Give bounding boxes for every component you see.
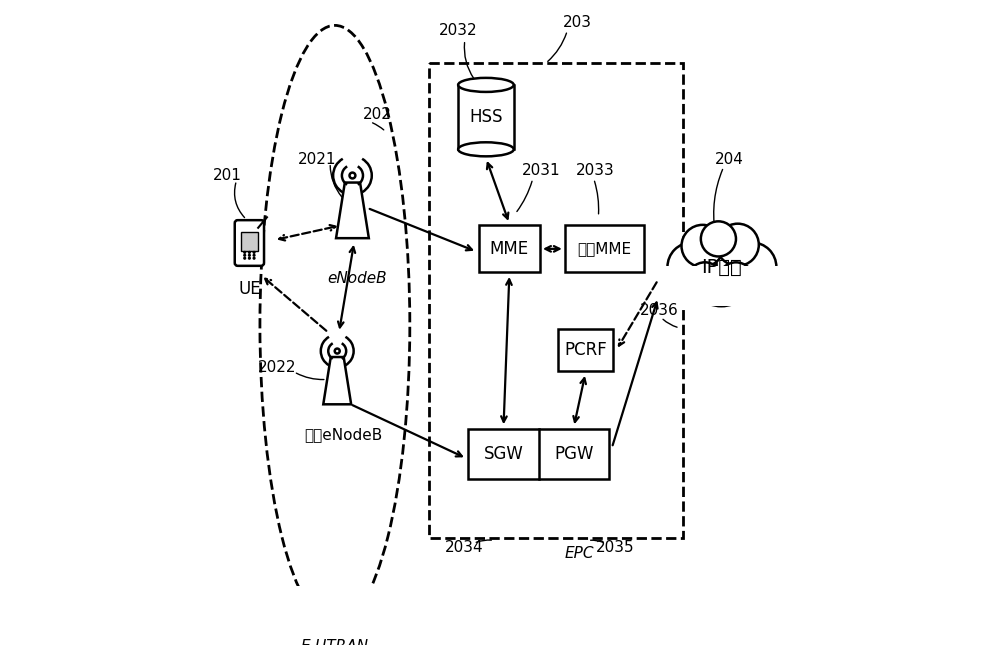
Circle shape <box>244 257 246 259</box>
Circle shape <box>350 173 355 179</box>
Circle shape <box>253 252 255 253</box>
Circle shape <box>718 263 754 297</box>
Text: PGW: PGW <box>554 445 594 463</box>
Ellipse shape <box>458 78 514 92</box>
Bar <box>660 266 783 306</box>
Text: E-UTRAN: E-UTRAN <box>301 639 369 645</box>
Circle shape <box>701 221 736 257</box>
Text: 其它eNodeB: 其它eNodeB <box>304 428 382 442</box>
Text: 204: 204 <box>715 152 744 167</box>
Text: 2036: 2036 <box>640 303 679 318</box>
Bar <box>458 85 514 149</box>
FancyBboxPatch shape <box>235 220 264 266</box>
Text: 203: 203 <box>563 15 592 30</box>
Circle shape <box>244 254 246 256</box>
FancyBboxPatch shape <box>558 329 613 372</box>
Text: PCRF: PCRF <box>564 341 607 359</box>
Text: eNodeB: eNodeB <box>327 271 387 286</box>
Circle shape <box>727 243 776 292</box>
Circle shape <box>689 242 754 306</box>
Circle shape <box>335 348 340 353</box>
Ellipse shape <box>458 143 514 156</box>
Text: 其它MME: 其它MME <box>577 241 631 256</box>
Text: MME: MME <box>490 240 529 258</box>
Circle shape <box>667 243 717 292</box>
Circle shape <box>687 263 723 297</box>
Bar <box>241 232 258 251</box>
Text: 2022: 2022 <box>258 360 297 375</box>
Text: 2033: 2033 <box>575 163 614 179</box>
Polygon shape <box>323 357 351 404</box>
Circle shape <box>717 224 759 266</box>
Text: 2032: 2032 <box>439 23 477 38</box>
Circle shape <box>244 252 246 253</box>
Text: EPC: EPC <box>564 546 594 561</box>
Circle shape <box>249 257 250 259</box>
Circle shape <box>249 254 250 256</box>
Circle shape <box>682 225 724 267</box>
Text: 2021: 2021 <box>298 152 337 167</box>
Text: HSS: HSS <box>469 108 503 126</box>
Circle shape <box>249 252 250 253</box>
Polygon shape <box>336 183 369 238</box>
Text: 2031: 2031 <box>522 163 560 179</box>
Text: 202: 202 <box>363 107 391 123</box>
FancyBboxPatch shape <box>468 429 609 479</box>
FancyBboxPatch shape <box>565 226 644 272</box>
Circle shape <box>253 257 255 259</box>
Text: 201: 201 <box>213 168 242 183</box>
Text: 2034: 2034 <box>444 540 483 555</box>
Text: IP业务: IP业务 <box>701 257 742 277</box>
Text: UE: UE <box>238 280 261 298</box>
Text: SGW: SGW <box>484 445 523 463</box>
FancyBboxPatch shape <box>479 226 540 272</box>
Circle shape <box>253 254 255 256</box>
Text: 2035: 2035 <box>595 540 634 555</box>
